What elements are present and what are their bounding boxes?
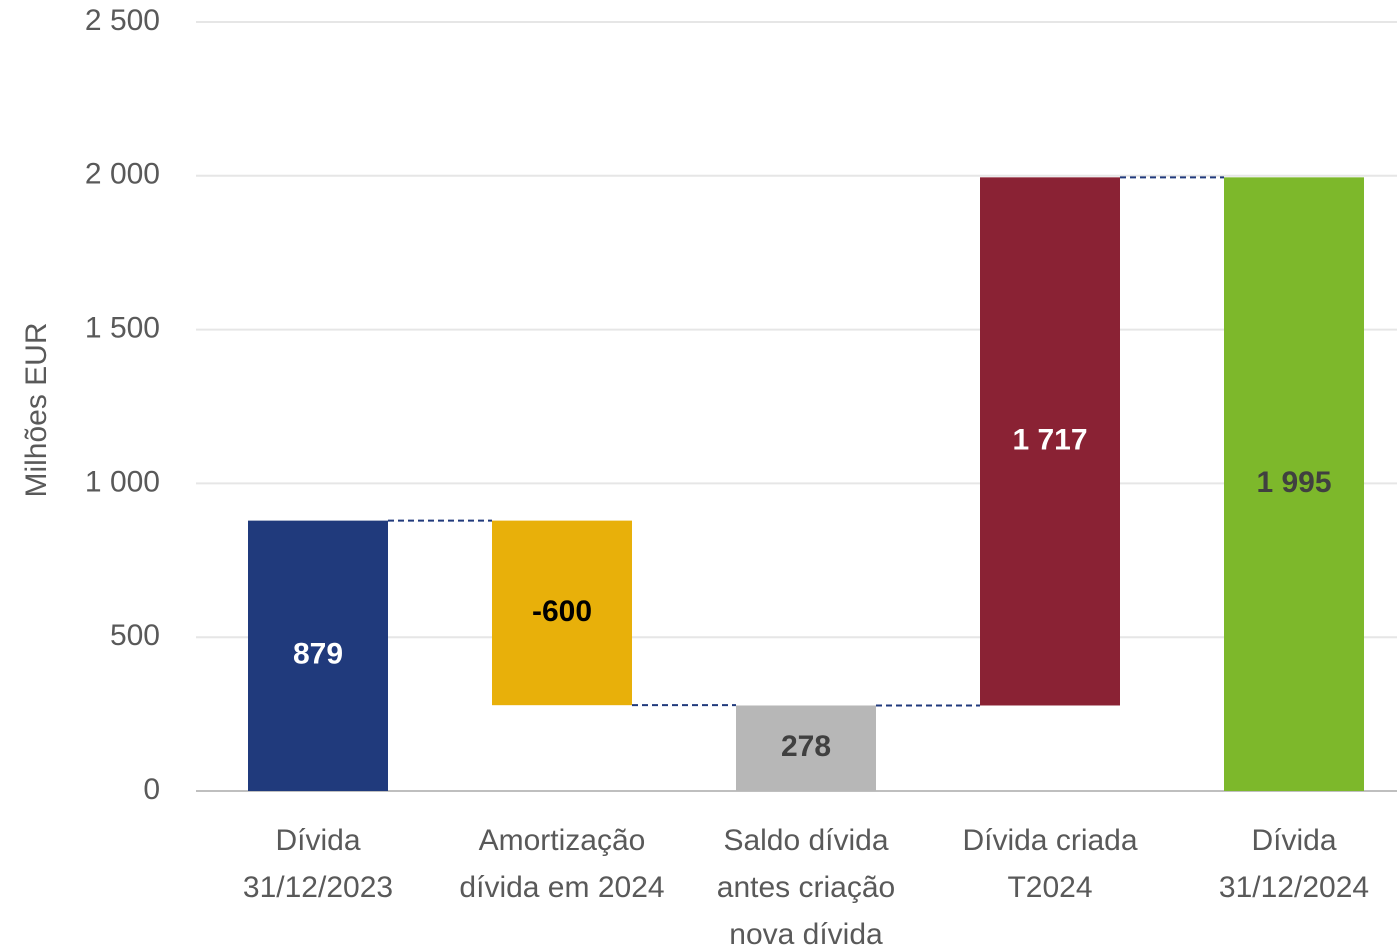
y-tick-label: 1 000 [85, 465, 160, 498]
y-tick-label: 1 500 [85, 312, 160, 345]
x-tick-label-line: nova dívida [729, 918, 883, 950]
data-label: 879 [293, 638, 343, 671]
data-label: 278 [781, 730, 831, 763]
x-tick-label-line: Amortização [479, 824, 646, 857]
x-tick-label: Dívida criada T2024 [962, 824, 1137, 904]
data-label: 1 995 [1256, 466, 1331, 499]
data-label: -600 [532, 595, 592, 628]
x-tick-label-line: Dívida criada [962, 824, 1137, 857]
x-tick-label-line: Dívida [1251, 824, 1336, 857]
x-tick-label-line: 31/12/2023 [243, 871, 393, 904]
y-tick-label: 0 [143, 773, 160, 806]
bar [736, 705, 876, 791]
bar [1224, 177, 1364, 791]
x-tick-label-line: 31/12/2024 [1219, 871, 1369, 904]
x-tick-label: Dívida 31/12/2024 [1219, 824, 1369, 904]
x-tick-label-line: Dívida [275, 824, 360, 857]
x-tick-label-line: dívida em 2024 [459, 871, 664, 904]
bar [492, 520, 632, 706]
x-tick-label: Saldo dívida antes criação nova dívida [717, 824, 895, 950]
bar [980, 177, 1120, 706]
data-label: 1 717 [1012, 423, 1087, 456]
y-tick-label: 2 500 [85, 4, 160, 37]
x-tick-label: Dívida 31/12/2023 [243, 824, 393, 904]
y-tick-label: 500 [110, 619, 160, 652]
y-tick-label: 2 000 [85, 158, 160, 191]
x-tick-label-line: antes criação [717, 871, 895, 904]
y-axis-label: Milhões EUR [20, 322, 53, 497]
x-tick-label-line: T2024 [1007, 871, 1092, 904]
x-tick-label-line: Saldo dívida [723, 824, 888, 857]
x-tick-label: Amortização dívida em 2024 [459, 824, 664, 904]
bar [248, 520, 388, 791]
